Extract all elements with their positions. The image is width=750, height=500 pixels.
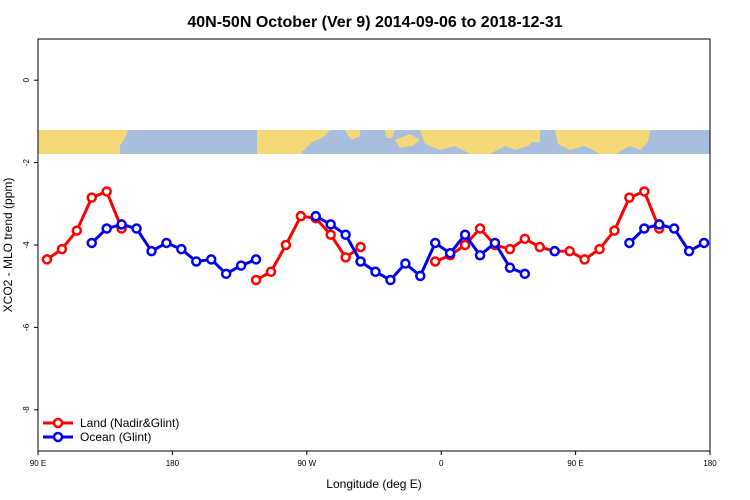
data-point-land <box>639 186 650 197</box>
series-line-land <box>434 189 661 263</box>
data-point-land <box>250 274 262 286</box>
data-point-ocean <box>161 237 172 249</box>
data-point-ocean <box>191 256 202 267</box>
data-point-ocean <box>698 237 710 249</box>
data-point-land <box>609 225 620 236</box>
data-point-ocean <box>519 268 531 280</box>
data-point-ocean <box>653 219 665 230</box>
chart-title: 40N-50N October (Ver 9) 2014-09-06 to 20… <box>187 14 562 31</box>
x-tick-label: 90 E <box>30 459 46 468</box>
data-point-ocean <box>220 268 232 280</box>
y-axis-label: XCO2 - MLO trend (ppm) <box>1 178 15 313</box>
data-point-ocean <box>444 247 456 259</box>
data-point-ocean <box>639 223 650 234</box>
data-point-land <box>564 245 575 257</box>
legend-marker-ocean <box>52 431 64 443</box>
data-point-land <box>265 266 277 278</box>
x-tick-label: 180 <box>703 459 717 468</box>
data-point-ocean <box>370 266 381 278</box>
data-point-land <box>504 243 516 255</box>
series-ocean <box>86 210 710 286</box>
legend-label-ocean: Ocean (Glint) <box>80 430 151 444</box>
x-tick-label: 90 E <box>567 459 583 468</box>
data-point-ocean <box>310 210 322 222</box>
data-point-ocean <box>116 219 127 230</box>
data-point-ocean <box>459 229 471 240</box>
data-point-ocean <box>429 237 441 249</box>
data-point-ocean <box>474 250 486 261</box>
data-point-land <box>340 252 351 263</box>
data-point-land <box>295 210 307 222</box>
data-point-land <box>579 254 590 265</box>
y-tick-label: -8 <box>22 406 31 414</box>
data-point-land <box>71 225 83 236</box>
y-tick-label: -2 <box>22 158 31 166</box>
data-point-ocean <box>176 243 187 255</box>
data-point-ocean <box>504 262 516 273</box>
legend: Land (Nadir&Glint) Ocean (Glint) <box>43 416 179 444</box>
data-point-land <box>56 243 68 255</box>
data-point-ocean <box>250 254 262 265</box>
data-point-ocean <box>400 258 411 269</box>
data-point-land <box>594 243 605 255</box>
data-point-ocean <box>325 219 336 230</box>
world-map-strip <box>38 130 710 154</box>
data-point-land <box>624 192 635 203</box>
data-point-land <box>534 241 546 253</box>
data-point-ocean <box>340 229 351 240</box>
data-point-ocean <box>235 260 247 271</box>
x-tick-label: 180 <box>166 459 180 468</box>
data-point-land <box>280 239 292 251</box>
series-line-ocean <box>90 222 257 276</box>
x-tick-label: 90 W <box>297 459 316 468</box>
data-point-land <box>519 233 531 245</box>
data-point-ocean <box>86 237 98 249</box>
y-tick-label: -4 <box>22 241 31 249</box>
data-point-land <box>355 241 366 253</box>
data-point-ocean <box>668 223 680 234</box>
data-point-land <box>459 239 471 251</box>
data-point-ocean <box>489 237 501 249</box>
plot-frame <box>37 38 711 452</box>
data-point-ocean <box>549 245 560 257</box>
data-point-ocean <box>624 237 635 249</box>
legend-label-land: Land (Nadir&Glint) <box>80 416 179 430</box>
data-point-ocean <box>683 245 695 257</box>
data-point-land <box>41 254 53 265</box>
data-point-land <box>101 186 112 197</box>
series-layer <box>41 186 710 286</box>
data-point-land <box>474 223 486 234</box>
data-point-land <box>429 256 441 267</box>
legend-marker-land <box>52 417 64 429</box>
axes: 90 E 180 90 W 0 90 E 180 0 -2 -4 -6 -8 <box>22 77 717 468</box>
data-point-ocean <box>355 256 366 267</box>
x-axis-label: Longitude (deg E) <box>326 477 421 491</box>
data-point-ocean <box>101 223 112 234</box>
data-point-ocean <box>205 254 217 265</box>
x-tick-label: 0 <box>439 459 444 468</box>
y-tick-label: 0 <box>22 77 31 82</box>
data-point-ocean <box>131 223 142 234</box>
data-point-ocean <box>415 270 426 282</box>
data-point-land <box>325 229 336 240</box>
data-point-ocean <box>385 274 396 286</box>
series-land <box>41 186 665 286</box>
data-point-ocean <box>146 245 157 257</box>
y-tick-label: -6 <box>22 323 31 331</box>
data-point-land <box>86 192 98 203</box>
